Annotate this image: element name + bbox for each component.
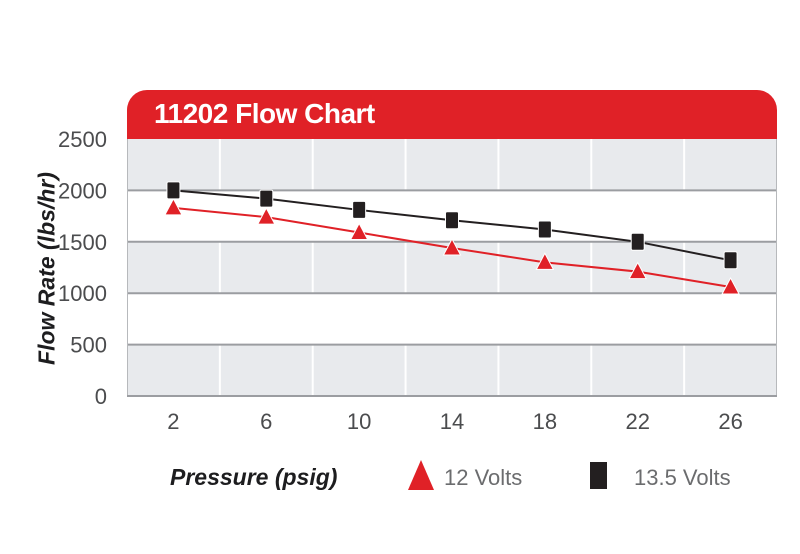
legend-triangle-marker-icon [408,460,434,490]
y-tick-label: 1500 [58,230,107,255]
data-point-marker [352,200,367,219]
x-tick-label: 22 [625,409,649,434]
data-point-marker [164,197,183,216]
plot-bands [127,139,777,396]
legend-label-12-volts: 12 Volts [444,465,523,490]
data-point-marker [256,207,276,225]
legend-label-13-5-volts: 13.5 Volts [634,465,731,490]
y-tick-label: 500 [70,333,107,358]
data-point-marker [445,211,459,230]
data-point-marker [349,222,369,241]
data-point-marker [535,252,555,270]
data-point-marker [723,251,738,270]
y-tick-label: 2000 [58,178,107,203]
series-13-5-volts [166,181,738,270]
x-tick-label: 6 [260,409,272,434]
y-tick-labels: 0 500 1000 1500 2000 2500 [58,127,107,409]
x-tick-labels: 2 6 10 14 18 22 26 [167,409,743,434]
data-point-marker [166,181,181,200]
y-tick-label: 1000 [58,281,107,306]
chart-header-bar: 11202 Flow Chart [127,90,777,139]
data-point-marker [628,261,648,280]
data-point-marker [537,220,552,239]
chart-legend: Pressure (psig) 12 Volts 13.5 Volts [0,448,800,508]
x-tick-label: 14 [440,409,464,434]
x-axis-title: Pressure (psig) [170,464,338,490]
data-point-marker [630,232,645,251]
x-tick-label: 26 [718,409,742,434]
legend-square-marker-icon [590,462,607,489]
chart-title: 11202 Flow Chart [154,97,375,129]
plot-band [127,293,777,345]
y-tick-label: 0 [95,384,107,409]
x-tick-label: 18 [533,409,557,434]
x-tick-label: 2 [167,409,179,434]
x-tick-label: 10 [347,409,371,434]
plot-band [127,139,777,191]
data-point-marker [721,276,740,295]
plot-band [127,344,777,396]
data-point-marker [259,189,274,208]
y-tick-label: 2500 [58,127,107,152]
series-12-volts [164,197,740,295]
data-point-marker [442,237,462,256]
